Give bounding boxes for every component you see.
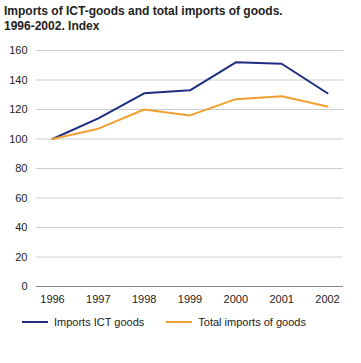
svg-text:2001: 2001 (269, 293, 293, 305)
svg-text:2000: 2000 (224, 293, 248, 305)
svg-text:0: 0 (21, 280, 27, 292)
svg-text:20: 20 (15, 251, 27, 263)
svg-text:40: 40 (15, 221, 27, 233)
svg-text:1999: 1999 (178, 293, 202, 305)
svg-text:1997: 1997 (86, 293, 110, 305)
svg-text:60: 60 (15, 192, 27, 204)
svg-text:120: 120 (9, 103, 27, 115)
svg-text:80: 80 (15, 162, 27, 174)
svg-text:1998: 1998 (132, 293, 156, 305)
svg-text:160: 160 (9, 44, 27, 56)
svg-text:140: 140 (9, 74, 27, 86)
html-text:Total imports of goods: Total imports of goods (198, 316, 306, 328)
svg-text:100: 100 (9, 133, 27, 145)
svg-text:1996: 1996 (40, 293, 64, 305)
svg-text:2002: 2002 (315, 293, 339, 305)
html-text:Imports of ICT-goods and total: Imports of ICT-goods and total imports o… (4, 4, 283, 33)
html-text:Imports ICT goods: Imports ICT goods (54, 316, 145, 328)
